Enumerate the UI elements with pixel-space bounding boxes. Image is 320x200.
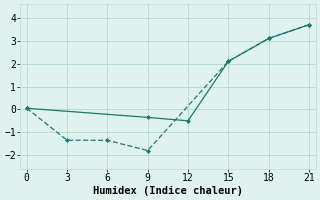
X-axis label: Humidex (Indice chaleur): Humidex (Indice chaleur)	[93, 186, 243, 196]
